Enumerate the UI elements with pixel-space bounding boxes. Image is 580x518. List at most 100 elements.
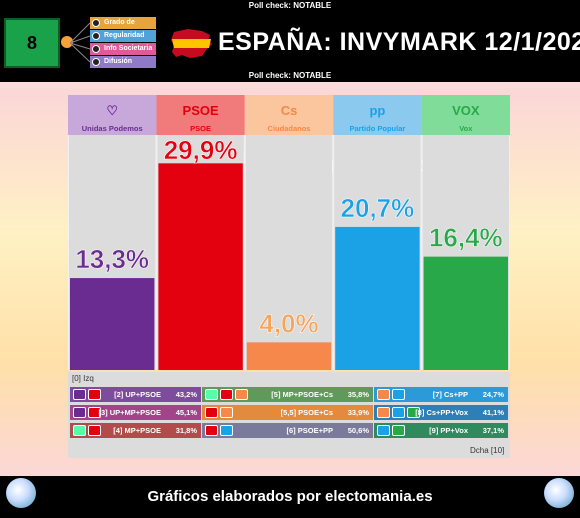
- party-logo-icon: pp: [369, 103, 385, 118]
- party-logo-icon: [220, 425, 233, 436]
- bar: [158, 163, 243, 370]
- bar-chart: electomania.es♡Unidas Podemos13,3%PSOEPS…: [68, 95, 510, 370]
- rating-dot-icon: [92, 45, 100, 53]
- bar-value-label: 16,4%: [429, 223, 503, 253]
- pact-party-logos-icon: [73, 407, 101, 418]
- pact-row: [2] UP+PSOE 43,2%: [70, 387, 201, 402]
- bar: [70, 278, 155, 370]
- score-box: 8: [4, 18, 60, 68]
- pact-party-logos-icon: [377, 425, 405, 436]
- pact-value: 33,9%: [347, 408, 369, 417]
- party-logo-icon: VOX: [452, 103, 480, 118]
- rating-label: Difusión: [104, 58, 132, 65]
- pact-value: 31,8%: [175, 426, 197, 435]
- pact-row: [5,5] PSOE+Cs 33,9%: [202, 405, 373, 420]
- spain-map-flag-icon: [171, 29, 212, 58]
- pact-label: [8] Cs+PP+Vox: [415, 408, 468, 417]
- pact-value: 41,1%: [482, 408, 504, 417]
- score-value: 8: [26, 32, 37, 53]
- bar: [246, 342, 332, 370]
- party-logo-icon: [235, 389, 248, 400]
- rating-label: Regularidad: [104, 32, 145, 39]
- pacts-left-label: [0] Izq: [72, 374, 94, 383]
- party-logo-icon: [205, 407, 218, 418]
- party-logo-icon: [377, 389, 390, 400]
- rating-row-info: Info Societaria: [90, 43, 156, 55]
- pact-label: [3] UP+MP+PSOE: [98, 408, 161, 417]
- party-header: [333, 95, 422, 135]
- electomania-logo-icon: [544, 478, 574, 508]
- column-bg: [245, 135, 333, 370]
- pact-party-logos-icon: [205, 407, 233, 418]
- rating-connector-lines: [70, 22, 91, 63]
- rating-row-regularidad: Regularidad: [90, 30, 156, 42]
- party-header: [244, 95, 334, 135]
- bar-value-label: 20,7%: [341, 193, 415, 223]
- pact-label: [5,5] PSOE+Cs: [280, 408, 333, 417]
- party-logo-icon: ♡: [106, 103, 118, 118]
- party-name: Vox: [459, 124, 473, 133]
- poll-check-bottom: Poll check: NOTABLE: [248, 71, 332, 80]
- party-logo-icon: [392, 389, 405, 400]
- pact-party-logos-icon: [205, 425, 233, 436]
- party-logo-icon: [73, 407, 86, 418]
- pact-row: [8] Cs+PP+Vox 41,1%: [374, 405, 508, 420]
- pact-row: [3] UP+MP+PSOE 45,1%: [70, 405, 201, 420]
- pact-party-logos-icon: [73, 425, 101, 436]
- party-logo-icon: [377, 425, 390, 436]
- party-name: Unidas Podemos: [82, 124, 143, 133]
- poll-check-top: Poll check: NOTABLE: [248, 1, 332, 10]
- bar: [335, 226, 420, 370]
- party-logo-icon: PSOE: [183, 103, 219, 118]
- party-logo-icon: [88, 425, 101, 436]
- party-logo-icon: [407, 407, 420, 418]
- pact-label: [7] Cs+PP: [432, 390, 468, 399]
- party-logo-icon: [220, 407, 233, 418]
- pact-party-logos-icon: [377, 389, 405, 400]
- party-header: [156, 95, 245, 135]
- pact-label: [4] MP+PSOE: [113, 426, 161, 435]
- pact-row: [5] MP+PSOE+Cs 35,8%: [202, 387, 373, 402]
- pact-label: [9] PP+Vox: [429, 426, 468, 435]
- party-logo-icon: [392, 407, 405, 418]
- party-logo-icon: [205, 389, 218, 400]
- page-title: ESPAÑA: INVYMARK 12/1/2020: [218, 28, 580, 56]
- party-name: PSOE: [190, 124, 211, 133]
- party-logo-icon: [73, 425, 86, 436]
- bar-value-label: 13,3%: [75, 244, 149, 274]
- rating-dot-icon: [92, 19, 100, 27]
- pact-party-logos-icon: [73, 389, 101, 400]
- bar-value-label: 29,9%: [164, 135, 238, 165]
- party-header: [68, 95, 157, 135]
- pact-row: [7] Cs+PP 24,7%: [374, 387, 508, 402]
- pact-party-logos-icon: [377, 407, 420, 418]
- footer: [0, 476, 580, 518]
- pact-label: [5] MP+PSOE+Cs: [271, 390, 333, 399]
- party-header: [421, 95, 510, 135]
- pact-value: 43,2%: [175, 390, 197, 399]
- party-logo-icon: [205, 425, 218, 436]
- pact-row: [4] MP+PSOE 31,8%: [70, 423, 201, 438]
- pact-row: [9] PP+Vox 37,1%: [374, 423, 508, 438]
- bar: [423, 256, 508, 370]
- pact-value: 35,8%: [347, 390, 369, 399]
- party-logo-icon: [377, 407, 390, 418]
- rating-dot-icon: [92, 58, 100, 66]
- rating-row-difusion: Difusión: [90, 56, 156, 68]
- rating-label: Info Societaria: [104, 45, 153, 52]
- party-logo-icon: Cs: [281, 103, 298, 118]
- party-logo-icon: [73, 389, 86, 400]
- pact-label: [2] UP+PSOE: [114, 390, 161, 399]
- rating-dot-icon: [92, 32, 100, 40]
- party-logo-icon: [88, 389, 101, 400]
- pact-value: 24,7%: [482, 390, 504, 399]
- rating-row-acierto: Grado de acierto: [90, 17, 156, 38]
- pacts-right-label: Dcha [10]: [470, 446, 505, 455]
- poll-check-bottom-strip: Poll check: NOTABLE: [0, 70, 580, 82]
- footer-credit: Gráficos elaborados por electomania.es: [147, 488, 433, 505]
- pact-value: 45,1%: [175, 408, 197, 417]
- party-name: Ciudadanos: [268, 124, 311, 133]
- party-logo-icon: [392, 425, 405, 436]
- party-logo-icon: [88, 407, 101, 418]
- party-logo-icon: [220, 389, 233, 400]
